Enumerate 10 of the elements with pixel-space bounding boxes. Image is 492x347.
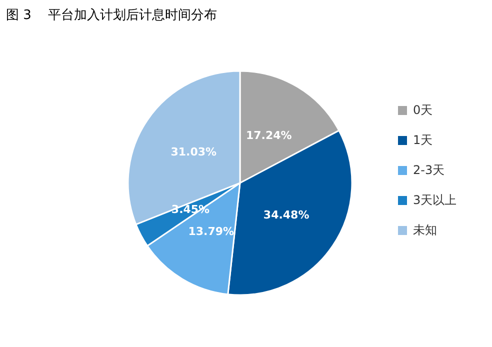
legend-label: 2-3天: [413, 162, 445, 178]
data-label: 17.24%: [246, 128, 292, 142]
legend-label: 3天以上: [413, 192, 457, 208]
data-label: 31.03%: [170, 145, 217, 158]
data-label: 13.79%: [188, 224, 234, 238]
chart-title: 图 3 平台加入计划后计息时间分布: [6, 7, 217, 24]
legend-label: 0天: [413, 102, 433, 118]
data-label: 34.48%: [263, 208, 310, 222]
legend-label: 1天: [413, 132, 433, 148]
legend-label: 未知: [413, 222, 437, 238]
